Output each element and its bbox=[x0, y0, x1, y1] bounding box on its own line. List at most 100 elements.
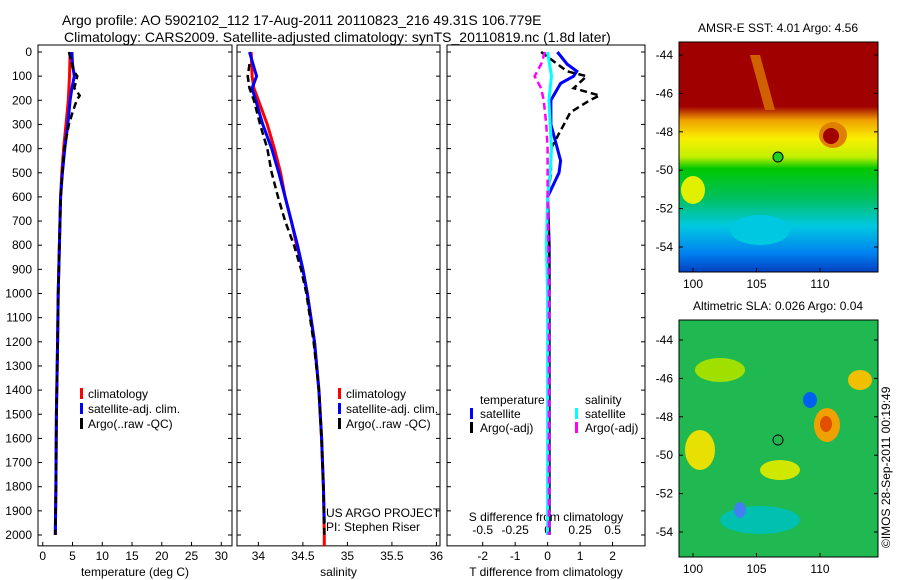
x-tick-label: 36 bbox=[430, 549, 444, 563]
legend-label: satellite-adj. clim. bbox=[346, 402, 438, 416]
y-tick-label: 1400 bbox=[5, 383, 32, 397]
x-tick-label: 34.5 bbox=[291, 549, 315, 563]
legend-swatch bbox=[338, 418, 341, 429]
map-title: AMSR-E SST: 4.01 Argo: 4.56 bbox=[698, 21, 858, 35]
y-tick-label: 1000 bbox=[5, 287, 32, 301]
x-tick-label: 5 bbox=[69, 549, 76, 563]
x-axis-label: temperature (deg C) bbox=[81, 565, 189, 579]
x-tick-label: 10 bbox=[96, 549, 110, 563]
map-lat-label: -50 bbox=[656, 163, 674, 177]
x-tick-label: 35 bbox=[341, 549, 355, 563]
x-tick-label: 35.5 bbox=[380, 549, 404, 563]
y-tick-label: 1700 bbox=[5, 456, 32, 470]
argo-location-marker bbox=[772, 151, 784, 163]
legend-swatch bbox=[575, 422, 578, 433]
legend-label: Argo(..raw -QC) bbox=[88, 417, 173, 431]
map-lon-label: 105 bbox=[746, 277, 766, 291]
legend-title: salinity bbox=[585, 393, 622, 407]
legend-label: climatology bbox=[346, 387, 406, 401]
x-tick-label: 1 bbox=[577, 549, 584, 563]
legend-swatch bbox=[80, 388, 83, 399]
x-tick-label: 0 bbox=[544, 549, 551, 563]
sla-map bbox=[679, 320, 878, 557]
x-tick-label: 20 bbox=[155, 549, 169, 563]
plot-frame bbox=[446, 44, 646, 547]
map-lon-label: 100 bbox=[683, 277, 703, 291]
y-tick-label: 1900 bbox=[5, 504, 32, 518]
series-argo-raw-qc- bbox=[246, 63, 326, 536]
y-tick-label: 1800 bbox=[5, 480, 32, 494]
legend-swatch bbox=[338, 403, 341, 414]
y-tick-label: 900 bbox=[12, 262, 32, 276]
y-tick-label: 1100 bbox=[6, 311, 32, 325]
y-tick-label: 500 bbox=[12, 166, 32, 180]
map-lon-label: 110 bbox=[810, 562, 829, 576]
map-lat-label: -44 bbox=[656, 333, 674, 347]
map-lat-label: -50 bbox=[656, 448, 674, 462]
series-argo-raw-qc- bbox=[54, 51, 82, 536]
s-tick-label: -0.25 bbox=[501, 523, 529, 537]
x-tick-label: -1 bbox=[510, 549, 521, 563]
legend-label: climatology bbox=[88, 387, 148, 401]
plot-frame bbox=[37, 44, 233, 547]
title-line1: Argo profile: AO 5902102_112 17-Aug-2011… bbox=[62, 12, 542, 28]
s-tick-label: 0.25 bbox=[568, 523, 592, 537]
y-tick-label: 600 bbox=[12, 190, 32, 204]
map-lon-label: 100 bbox=[683, 562, 703, 576]
series-salinity-satellite bbox=[544, 51, 554, 535]
argo-location-marker bbox=[772, 434, 784, 446]
legend-label: Argo(-adj) bbox=[480, 421, 533, 435]
legend-swatch bbox=[338, 388, 341, 399]
map-lat-label: -54 bbox=[656, 525, 674, 539]
legend-label: satellite bbox=[480, 407, 521, 421]
legend-swatch bbox=[80, 403, 83, 414]
legend-label: satellite bbox=[585, 407, 626, 421]
y-tick-label: 300 bbox=[12, 117, 32, 131]
map-frame bbox=[678, 41, 879, 273]
legend-swatch bbox=[575, 408, 578, 419]
legend-label: satellite-adj. clim. bbox=[88, 402, 180, 416]
y-tick-label: 1600 bbox=[5, 431, 32, 445]
legend-swatch bbox=[470, 408, 473, 419]
legend-label: Argo(-adj) bbox=[585, 421, 638, 435]
series-temperature-satellite bbox=[546, 51, 579, 535]
x-tick-label: 25 bbox=[185, 549, 199, 563]
legend-swatch bbox=[80, 418, 83, 429]
map-lon-label: 110 bbox=[810, 277, 829, 291]
y-tick-label: 1300 bbox=[5, 359, 32, 373]
credit: ©IMOS 28-Sep-2011 00:19:49 bbox=[879, 386, 893, 548]
map-lat-label: -54 bbox=[656, 240, 674, 254]
legend-label: Argo(..raw -QC) bbox=[346, 417, 431, 431]
series-temperature-argo-adj- bbox=[540, 50, 604, 535]
map-lat-label: -52 bbox=[656, 487, 674, 501]
x-axis-label: T difference from climatology bbox=[469, 565, 623, 579]
annotation: US ARGO PROJECT bbox=[326, 506, 441, 520]
y-tick-label: 400 bbox=[12, 142, 32, 156]
title-line2: Climatology: CARS2009. Satellite-adjuste… bbox=[64, 29, 611, 45]
y-tick-label: 200 bbox=[12, 93, 32, 107]
sst-map bbox=[679, 42, 878, 272]
map-lat-label: -48 bbox=[656, 125, 674, 139]
s-axis-label: S difference from climatology bbox=[469, 510, 624, 524]
x-tick-label: 30 bbox=[215, 549, 229, 563]
y-tick-label: 1200 bbox=[5, 335, 32, 349]
y-tick-label: 800 bbox=[12, 238, 32, 252]
map-lat-label: -46 bbox=[656, 86, 674, 100]
map-lat-label: -44 bbox=[656, 48, 674, 62]
x-tick-label: 34 bbox=[252, 549, 266, 563]
map-lat-label: -52 bbox=[656, 202, 674, 216]
x-axis-label: salinity bbox=[320, 565, 357, 579]
plot-frame bbox=[236, 44, 441, 547]
map-title: Altimetric SLA: 0.026 Argo: 0.04 bbox=[693, 299, 863, 313]
map-lat-label: -48 bbox=[656, 410, 674, 424]
y-tick-label: 1500 bbox=[5, 407, 32, 421]
series-salinity-argo-adj- bbox=[533, 51, 551, 535]
x-tick-label: 2 bbox=[609, 549, 616, 563]
s-tick-label: 0.5 bbox=[604, 523, 621, 537]
annotation: PI: Stephen Riser bbox=[326, 520, 420, 534]
y-tick-label: 700 bbox=[12, 214, 32, 228]
legend-title: temperature bbox=[480, 393, 545, 407]
legend-swatch bbox=[470, 422, 473, 433]
